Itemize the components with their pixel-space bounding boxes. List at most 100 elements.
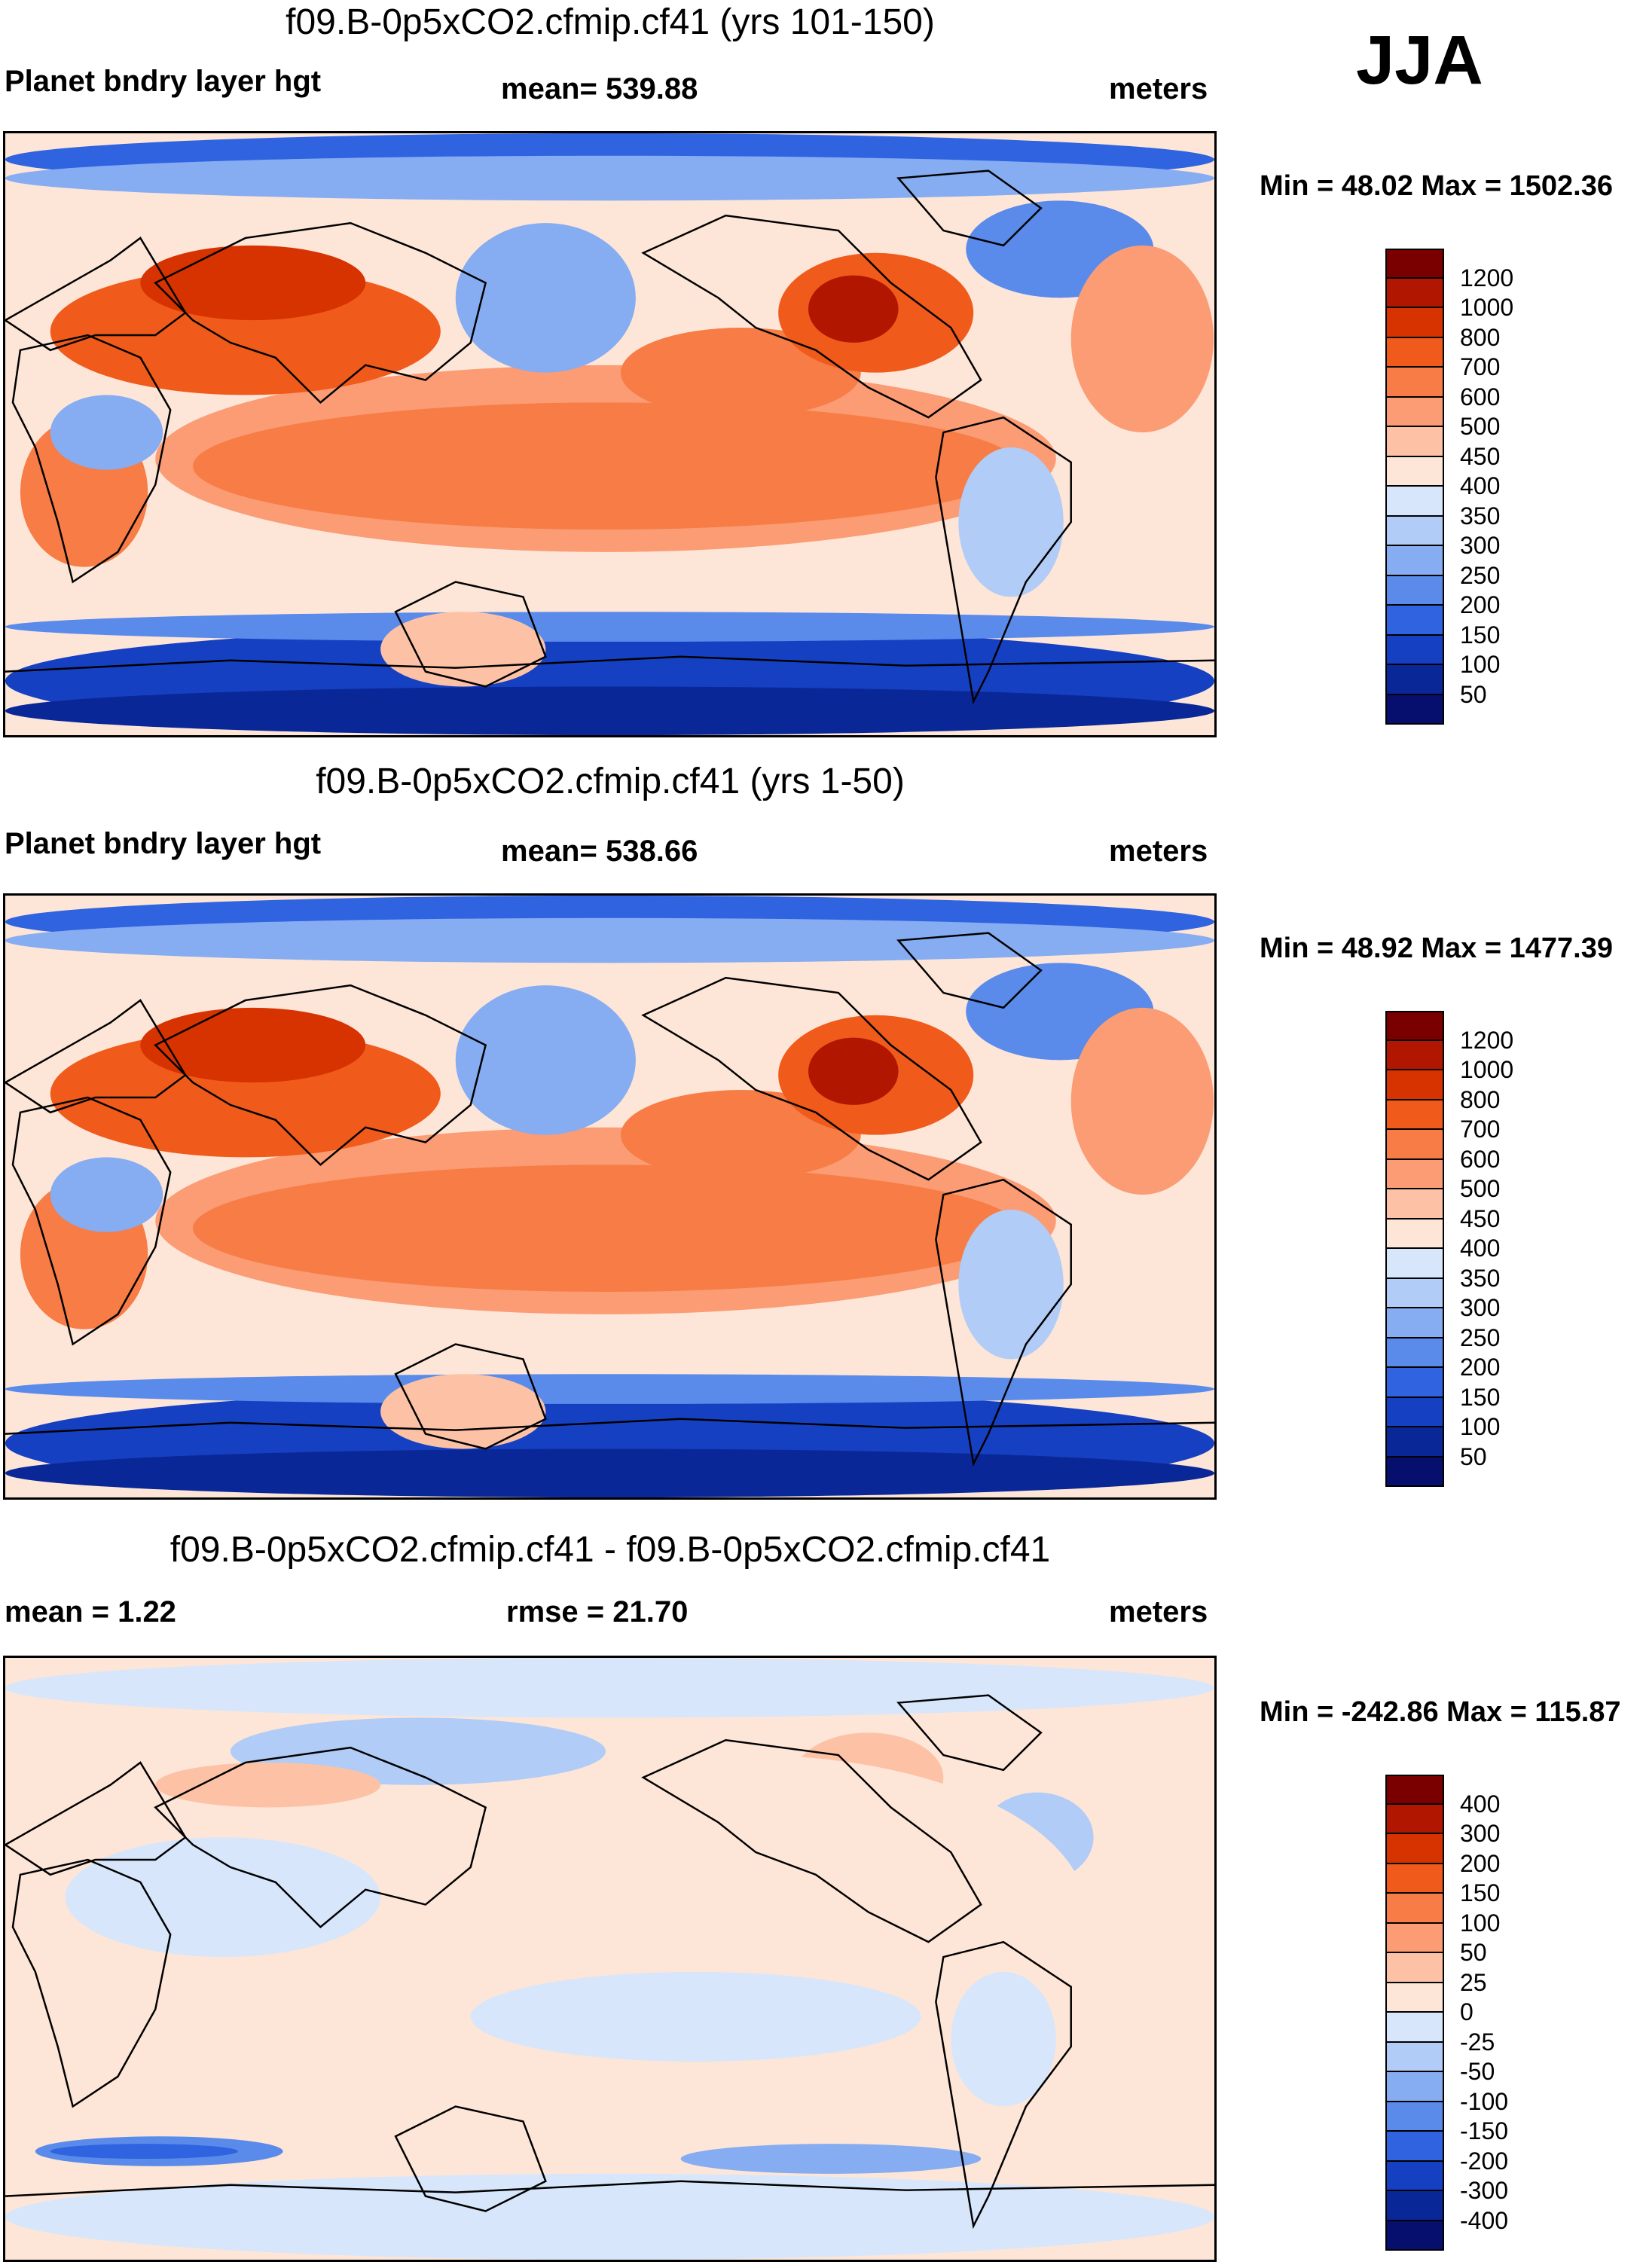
colorbar-cell <box>1385 1834 1444 1864</box>
panel-1-right-label: meters <box>1109 72 1208 105</box>
colorbar-cell <box>1385 1864 1444 1894</box>
panel-1-colorbar <box>1385 249 1444 725</box>
panel-3-center-label: rmse = 21.70 <box>506 1595 689 1629</box>
panel-2-left-label: Planet bndry layer hgt <box>5 827 322 860</box>
colorbar-cell <box>1385 1923 1444 1953</box>
colorbar-tick-label: 50 <box>1460 1442 1487 1470</box>
panel-1-minmax: Min = 48.02 Max = 1502.36 <box>1260 170 1613 202</box>
panel-1-center-label: mean= 539.88 <box>501 72 698 105</box>
colorbar-tick-label: 0 <box>1460 1998 1474 2025</box>
colorbar-tick-label: 400 <box>1460 472 1501 499</box>
colorbar-cell <box>1385 1427 1444 1458</box>
colorbar-cell <box>1385 368 1444 398</box>
panel-2-map <box>3 893 1217 1500</box>
colorbar-tick-label: 150 <box>1460 621 1501 649</box>
colorbar-tick-label: -200 <box>1460 2147 1509 2175</box>
panel-3-right-label: meters <box>1109 1595 1208 1629</box>
colorbar-cell <box>1385 1983 1444 2013</box>
colorbar-cell <box>1385 516 1444 546</box>
colorbar-tick-label: -50 <box>1460 2058 1495 2085</box>
colorbar-tick-label: -300 <box>1460 2177 1509 2204</box>
colorbar-cell <box>1385 1804 1444 1834</box>
panel-2-right-label: meters <box>1109 835 1208 868</box>
panel-2-center-label: mean= 538.66 <box>501 835 698 868</box>
colorbar-cell <box>1385 1338 1444 1368</box>
colorbar-cell <box>1385 1397 1444 1427</box>
colorbar-cell <box>1385 1775 1444 1805</box>
colorbar-tick-label: 1000 <box>1460 1056 1514 1083</box>
colorbar-tick-label: 100 <box>1460 1909 1501 1937</box>
panel-1-left-label: Planet bndry layer hgt <box>5 65 322 98</box>
colorbar-tick-label: 700 <box>1460 353 1501 380</box>
colorbar-cell <box>1385 278 1444 308</box>
colorbar-cell <box>1385 1040 1444 1070</box>
colorbar-cell <box>1385 2013 1444 2043</box>
colorbar-tick-label: 200 <box>1460 1354 1501 1381</box>
panel-1-title: f09.B-0p5xCO2.cfmip.cf41 (yrs 101-150) <box>286 2 935 42</box>
colorbar-tick-label: 200 <box>1460 1849 1501 1877</box>
colorbar-cell <box>1385 1011 1444 1041</box>
panel-2-title: f09.B-0p5xCO2.cfmip.cf41 (yrs 1-50) <box>316 762 905 801</box>
colorbar-cell <box>1385 337 1444 368</box>
colorbar-cell <box>1385 2042 1444 2072</box>
colorbar-cell <box>1385 2102 1444 2132</box>
colorbar-tick-label: 500 <box>1460 413 1501 440</box>
panel-1-map <box>3 131 1217 737</box>
colorbar-tick-label: 300 <box>1460 1820 1501 1847</box>
colorbar-cell <box>1385 575 1444 606</box>
colorbar-tick-label: 1200 <box>1460 264 1514 292</box>
colorbar-cell <box>1385 635 1444 665</box>
colorbar-cell <box>1385 1159 1444 1189</box>
colorbar-tick-label: 350 <box>1460 502 1501 530</box>
colorbar-tick-label: 100 <box>1460 651 1501 678</box>
colorbar-tick-label: 600 <box>1460 1145 1501 1173</box>
colorbar-tick-label: 25 <box>1460 1968 1487 1996</box>
colorbar-tick-label: -400 <box>1460 2206 1509 2234</box>
panel-3-colorbar <box>1385 1775 1444 2251</box>
panel-3-minmax: Min = -242.86 Max = 115.87 <box>1260 1696 1621 1728</box>
panel-3-map <box>3 1656 1217 2262</box>
colorbar-tick-label: 400 <box>1460 1790 1501 1818</box>
colorbar-cell <box>1385 1100 1444 1130</box>
colorbar-tick-label: -150 <box>1460 2117 1509 2144</box>
colorbar-tick-label: -100 <box>1460 2087 1509 2115</box>
colorbar-cell <box>1385 249 1444 279</box>
season-label: JJA <box>1356 22 1483 99</box>
colorbar-tick-label: 250 <box>1460 561 1501 589</box>
colorbar-tick-label: 1200 <box>1460 1026 1514 1054</box>
colorbar-cell <box>1385 546 1444 576</box>
colorbar-cell <box>1385 1249 1444 1279</box>
colorbar-cell <box>1385 1308 1444 1339</box>
colorbar-tick-label: 300 <box>1460 1294 1501 1321</box>
colorbar-tick-label: 200 <box>1460 591 1501 618</box>
colorbar-cell <box>1385 308 1444 338</box>
colorbar-cell <box>1385 487 1444 517</box>
colorbar-tick-label: 50 <box>1460 1939 1487 1966</box>
colorbar-cell <box>1385 1189 1444 1219</box>
colorbar-tick-label: 800 <box>1460 1085 1501 1113</box>
colorbar-cell <box>1385 1457 1444 1487</box>
colorbar-cell <box>1385 1219 1444 1249</box>
colorbar-cell <box>1385 2191 1444 2221</box>
colorbar-tick-label: -25 <box>1460 2028 1495 2056</box>
panel-1-map-svg <box>5 133 1214 735</box>
panel-3-map-svg <box>5 1658 1214 2260</box>
colorbar-cell <box>1385 456 1444 487</box>
colorbar-tick-label: 600 <box>1460 383 1501 411</box>
colorbar-cell <box>1385 665 1444 695</box>
colorbar-cell <box>1385 427 1444 457</box>
colorbar-tick-label: 150 <box>1460 1879 1501 1906</box>
colorbar-cell <box>1385 2072 1444 2102</box>
colorbar-tick-label: 1000 <box>1460 294 1514 321</box>
colorbar-tick-label: 50 <box>1460 680 1487 708</box>
colorbar-cell <box>1385 2161 1444 2191</box>
colorbar-tick-label: 500 <box>1460 1175 1501 1202</box>
panel-3-left-label: mean = 1.22 <box>5 1595 176 1629</box>
colorbar-tick-label: 450 <box>1460 442 1501 470</box>
colorbar-tick-label: 300 <box>1460 532 1501 559</box>
colorbar-tick-label: 100 <box>1460 1413 1501 1440</box>
colorbar-tick-label: 400 <box>1460 1235 1501 1262</box>
colorbar-tick-label: 150 <box>1460 1383 1501 1411</box>
colorbar-cell <box>1385 1278 1444 1308</box>
panel-2-map-svg <box>5 896 1214 1497</box>
